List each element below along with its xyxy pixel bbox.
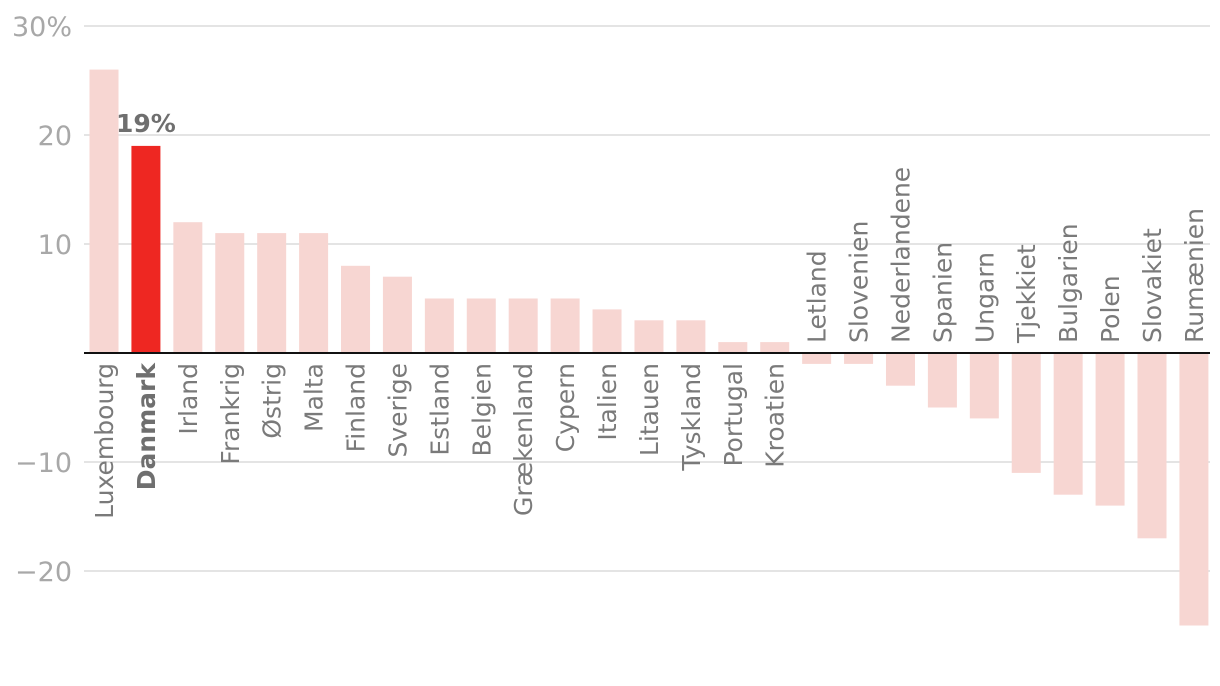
- bar-tyskland: [676, 320, 706, 353]
- y-tick-label: 30%: [12, 12, 72, 43]
- x-label-rumænien: Rumænien: [1180, 208, 1209, 343]
- x-label-italien: Italien: [593, 363, 622, 441]
- bar-finland: [341, 265, 371, 353]
- bar-luxembourg: [89, 69, 119, 353]
- bar-litauen: [634, 320, 664, 353]
- x-label-belgien: Belgien: [467, 363, 496, 457]
- x-label-irland: Irland: [174, 363, 203, 435]
- bar-malta: [299, 233, 329, 353]
- y-tick-label: −10: [15, 448, 72, 479]
- x-label-spanien: Spanien: [928, 242, 957, 343]
- bar-frankrig: [215, 233, 245, 353]
- x-label-ungarn: Ungarn: [970, 252, 999, 343]
- bar-østrig: [257, 233, 287, 353]
- bar-letland: [802, 353, 832, 364]
- x-label-estland: Estland: [425, 363, 454, 456]
- bar-grækenland: [508, 298, 538, 353]
- bar-portugal: [718, 342, 748, 353]
- y-tick-label: 20: [38, 121, 72, 152]
- bar-cypern: [550, 298, 580, 353]
- x-label-tjekkiet: Tjekkiet: [1012, 244, 1041, 344]
- x-label-portugal: Portugal: [719, 363, 748, 467]
- bar-spanien: [927, 353, 957, 408]
- x-label-grækenland: Grækenland: [509, 363, 538, 516]
- bar-ungarn: [969, 353, 999, 419]
- x-label-luxembourg: Luxembourg: [90, 363, 119, 519]
- bar-kroatien: [760, 342, 790, 353]
- x-label-danmark: Danmark: [132, 362, 161, 491]
- x-label-finland: Finland: [342, 363, 371, 452]
- bar-slovenien: [844, 353, 874, 364]
- bar-bulgarien: [1053, 353, 1083, 495]
- x-label-sverige: Sverige: [383, 363, 412, 458]
- bar-belgien: [466, 298, 496, 353]
- bar-slovakiet: [1137, 353, 1167, 539]
- x-label-nederlandene: Nederlandene: [886, 167, 915, 343]
- bar-sverige: [382, 276, 412, 353]
- bar-irland: [173, 222, 203, 353]
- x-label-letland: Letland: [803, 250, 832, 343]
- y-tick-label: 10: [38, 230, 72, 261]
- bar-italien: [592, 309, 622, 353]
- y-tick-label: −20: [15, 557, 72, 588]
- bar-estland: [424, 298, 454, 353]
- x-label-litauen: Litauen: [635, 363, 664, 456]
- bar-nederlandene: [885, 353, 915, 386]
- bar-layer: [89, 69, 1209, 626]
- bar-rumænien: [1179, 353, 1209, 626]
- x-label-slovakiet: Slovakiet: [1138, 228, 1167, 343]
- bar-danmark: [131, 145, 161, 353]
- x-label-bulgarien: Bulgarien: [1054, 223, 1083, 343]
- x-label-polen: Polen: [1096, 275, 1125, 343]
- x-label-tyskland: Tyskland: [677, 363, 706, 472]
- x-label-østrig: Østrig: [258, 363, 287, 439]
- label-layer: Luxembourg Danmark 19% Irland Frankrig Østrig…: [90, 109, 1209, 519]
- bar-tjekkiet: [1011, 353, 1041, 473]
- x-label-slovenien: Slovenien: [845, 221, 874, 343]
- x-label-kroatien: Kroatien: [761, 363, 790, 468]
- bar-polen: [1095, 353, 1125, 506]
- x-label-cypern: Cypern: [551, 363, 580, 452]
- x-label-frankrig: Frankrig: [216, 363, 245, 465]
- x-label-malta: Malta: [300, 363, 329, 432]
- highlight-value-label: 19%: [116, 109, 176, 138]
